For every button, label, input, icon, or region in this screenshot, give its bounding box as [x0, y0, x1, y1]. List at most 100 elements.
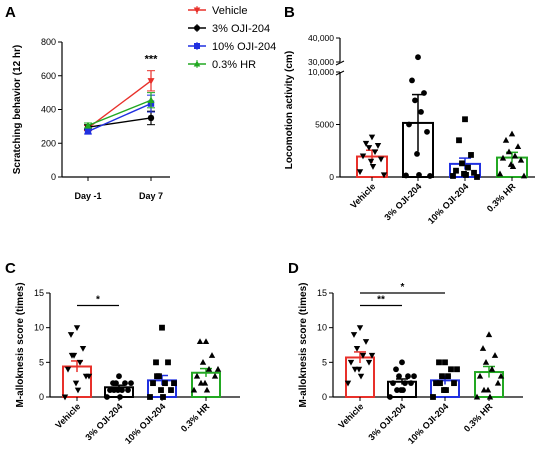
data-point — [488, 365, 496, 372]
x-tick-label: 0.3% HR — [485, 181, 518, 214]
data-point — [484, 386, 492, 393]
x-tick-label: 0.3% HR — [462, 401, 495, 434]
y-tick-label: 5000 — [315, 120, 334, 130]
data-point — [517, 156, 525, 163]
legend-label: Vehicle — [212, 5, 247, 17]
y-axis-label: M-alloknesis score (times) — [15, 282, 26, 407]
data-point — [353, 346, 361, 352]
data-point — [399, 359, 405, 366]
data-point — [122, 380, 128, 387]
data-point — [84, 128, 92, 135]
data-point — [369, 164, 377, 170]
data-point — [453, 167, 459, 174]
data-point — [471, 169, 477, 176]
data-point — [84, 121, 92, 129]
x-tick-label: 3% OJI-204 — [382, 181, 423, 222]
data-point — [377, 156, 385, 163]
data-point — [73, 325, 81, 332]
data-point — [405, 373, 411, 380]
data-point — [416, 172, 422, 178]
data-point — [427, 173, 433, 179]
data-point — [520, 172, 528, 179]
data-point — [196, 338, 204, 344]
data-point — [125, 387, 131, 393]
data-point — [85, 373, 93, 380]
x-tick-label: 3% OJI-204 — [366, 401, 407, 442]
data-point — [160, 394, 166, 400]
data-point — [107, 387, 113, 393]
y-tick-label: 5 — [322, 357, 327, 367]
data-point — [497, 372, 505, 379]
data-point — [454, 366, 460, 373]
series-line — [87, 117, 152, 128]
data-point — [474, 174, 480, 180]
legend-label: 0.3% HR — [212, 59, 256, 71]
legend-marker — [194, 25, 200, 31]
data-point — [456, 137, 462, 144]
data-point — [203, 386, 211, 393]
data-point — [158, 387, 164, 393]
y-tick-label: 0 — [39, 392, 44, 402]
x-tick-label: Vehicle — [348, 181, 377, 210]
data-point — [465, 164, 471, 171]
x-tick-label: Vehicle — [336, 401, 365, 430]
data-point — [508, 130, 516, 137]
data-point — [67, 332, 75, 338]
data-point — [368, 134, 376, 141]
data-point — [400, 387, 406, 393]
y-tick-label: 800 — [41, 37, 56, 47]
x-tick-label: Day 7 — [139, 191, 163, 201]
data-point — [371, 149, 379, 156]
data-point — [468, 152, 474, 158]
y-tick-label: 15 — [317, 288, 327, 298]
data-point — [201, 379, 209, 386]
data-point — [72, 380, 80, 387]
axis-break-mark — [335, 60, 345, 66]
y-tick-label: 40,000 — [308, 33, 334, 43]
data-point — [442, 359, 448, 366]
y-tick-label: 5 — [39, 357, 44, 367]
data-point — [439, 373, 445, 380]
significance-label: *** — [145, 53, 159, 65]
data-point — [147, 96, 155, 103]
data-point — [415, 54, 421, 61]
panel-label-D: D — [288, 260, 299, 277]
data-point — [351, 366, 359, 373]
data-point — [147, 394, 153, 400]
data-point — [499, 154, 507, 161]
x-tick-label: 3% OJI-204 — [83, 401, 124, 442]
data-point — [111, 387, 117, 393]
data-point — [350, 332, 358, 338]
data-point — [480, 386, 488, 393]
data-point — [79, 346, 87, 352]
data-point — [433, 380, 439, 387]
x-tick-label: 0.3% HR — [179, 401, 212, 434]
data-point — [362, 339, 370, 345]
data-point — [409, 77, 415, 84]
data-point — [119, 387, 125, 393]
series-line — [87, 99, 152, 127]
data-point — [414, 151, 420, 157]
data-point — [362, 140, 370, 147]
significance-label: * — [96, 294, 100, 305]
y-tick-label: 400 — [41, 105, 56, 115]
data-point — [511, 152, 519, 159]
legend-marker — [193, 7, 201, 14]
data-point — [202, 338, 210, 344]
data-point — [61, 394, 69, 401]
x-tick-label: 10% OJI-204 — [123, 401, 168, 446]
significance-label: * — [401, 282, 405, 293]
x-tick-label: Day -1 — [74, 191, 101, 201]
y-tick-label: 0 — [329, 172, 334, 182]
data-point — [359, 352, 367, 359]
y-axis-label: Locomotion activity (cm) — [284, 51, 295, 169]
legend-label: 3% OJI-204 — [212, 23, 270, 35]
y-tick-label: 0 — [51, 172, 56, 182]
data-point — [165, 359, 171, 366]
data-point — [451, 380, 457, 387]
data-point — [514, 143, 522, 150]
data-point — [68, 352, 76, 359]
data-point — [116, 373, 122, 380]
data-point — [214, 365, 222, 372]
